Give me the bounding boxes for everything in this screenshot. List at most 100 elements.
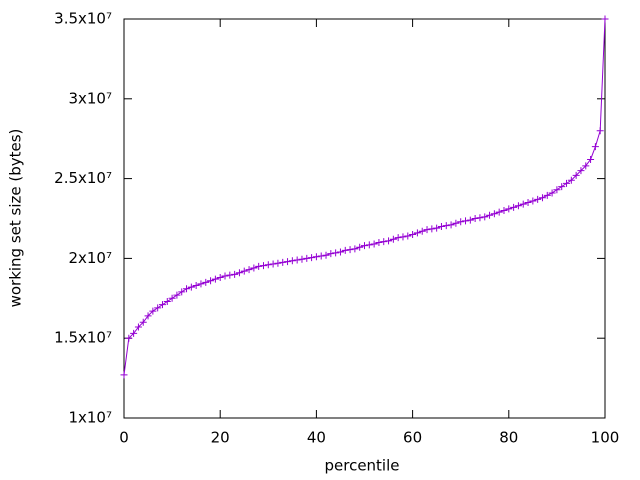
x-tick-label: 40 bbox=[307, 429, 326, 447]
data-point bbox=[327, 250, 335, 258]
data-point bbox=[226, 271, 234, 279]
data-point bbox=[404, 232, 412, 240]
data-point bbox=[543, 191, 551, 199]
data-point bbox=[519, 200, 527, 208]
data-point bbox=[486, 211, 494, 219]
y-tick-label: 3.5x10⁷ bbox=[54, 10, 112, 28]
data-point bbox=[120, 371, 128, 379]
data-point bbox=[250, 264, 258, 272]
data-point bbox=[385, 237, 393, 245]
data-point bbox=[553, 186, 561, 194]
data-point bbox=[351, 245, 359, 253]
data-point bbox=[490, 210, 498, 218]
data-point bbox=[158, 301, 166, 309]
data-point bbox=[332, 249, 340, 257]
data-point bbox=[433, 224, 441, 232]
data-point bbox=[375, 238, 383, 246]
data-point bbox=[481, 213, 489, 221]
x-tick-label: 60 bbox=[403, 429, 422, 447]
data-point bbox=[197, 280, 205, 288]
data-point bbox=[139, 318, 147, 326]
data-point bbox=[601, 15, 609, 23]
data-point bbox=[269, 260, 277, 268]
data-point bbox=[452, 219, 460, 227]
data-point bbox=[563, 179, 571, 187]
x-tick-label: 0 bbox=[119, 429, 129, 447]
data-point bbox=[336, 248, 344, 256]
data-point bbox=[245, 266, 253, 274]
data-point bbox=[221, 272, 229, 280]
data-point bbox=[279, 258, 287, 266]
data-point bbox=[134, 323, 142, 331]
data-point bbox=[187, 283, 195, 291]
data-point bbox=[442, 222, 450, 230]
data-point bbox=[409, 230, 417, 238]
data-point bbox=[394, 234, 402, 242]
data-point bbox=[149, 307, 157, 315]
data-point bbox=[168, 294, 176, 302]
data-point bbox=[346, 246, 354, 254]
data-point bbox=[538, 194, 546, 202]
data-point bbox=[154, 304, 162, 312]
x-tick-label: 20 bbox=[211, 429, 230, 447]
data-point bbox=[211, 275, 219, 283]
data-point bbox=[361, 242, 368, 250]
plot-border bbox=[123, 18, 606, 419]
data-point bbox=[462, 217, 470, 225]
data-point bbox=[471, 215, 479, 222]
data-point bbox=[389, 235, 397, 243]
data-point bbox=[130, 329, 138, 337]
x-axis-label: percentile bbox=[324, 457, 399, 475]
data-point bbox=[308, 254, 316, 262]
data-point bbox=[428, 225, 436, 233]
data-point bbox=[587, 155, 595, 163]
data-point bbox=[288, 257, 296, 265]
data-point bbox=[293, 256, 301, 264]
y-tick-label: 1.5x10⁷ bbox=[54, 329, 112, 347]
data-point bbox=[437, 222, 445, 230]
data-point bbox=[529, 197, 537, 205]
data-point bbox=[240, 267, 248, 275]
data-point bbox=[510, 203, 518, 211]
y-tick-label: 3x10⁷ bbox=[68, 89, 112, 107]
data-point bbox=[577, 167, 585, 175]
data-point bbox=[495, 208, 503, 216]
data-point bbox=[365, 241, 373, 249]
data-point bbox=[163, 297, 171, 305]
y-tick-label: 2x10⁷ bbox=[68, 249, 112, 267]
data-point bbox=[317, 252, 325, 260]
data-point bbox=[202, 278, 210, 286]
data-point bbox=[216, 274, 224, 282]
data-point bbox=[548, 189, 556, 197]
data-point bbox=[356, 243, 364, 251]
x-tick-label: 100 bbox=[591, 429, 620, 447]
data-point bbox=[125, 334, 133, 342]
data-point bbox=[303, 254, 311, 262]
data-point bbox=[399, 233, 407, 241]
data-point bbox=[423, 226, 431, 234]
data-point bbox=[192, 282, 200, 290]
data-point bbox=[173, 291, 181, 299]
data-point bbox=[178, 288, 186, 296]
data-point bbox=[591, 143, 599, 151]
data-point bbox=[505, 205, 513, 213]
data-point bbox=[572, 171, 580, 179]
data-point bbox=[183, 285, 191, 293]
data-point bbox=[298, 255, 306, 263]
y-axis-label: working set size (bytes) bbox=[7, 129, 25, 308]
data-point bbox=[447, 221, 455, 229]
data-point bbox=[466, 216, 474, 224]
data-point bbox=[596, 127, 604, 135]
data-point bbox=[312, 253, 320, 261]
data-point bbox=[500, 207, 508, 215]
data-point bbox=[524, 199, 532, 207]
data-point bbox=[322, 251, 330, 259]
data-point bbox=[255, 262, 263, 270]
data-point bbox=[457, 218, 465, 226]
data-point bbox=[207, 277, 215, 285]
data-point bbox=[413, 229, 421, 237]
data-point bbox=[274, 259, 282, 267]
data-point bbox=[534, 195, 542, 203]
data-point bbox=[476, 214, 484, 222]
